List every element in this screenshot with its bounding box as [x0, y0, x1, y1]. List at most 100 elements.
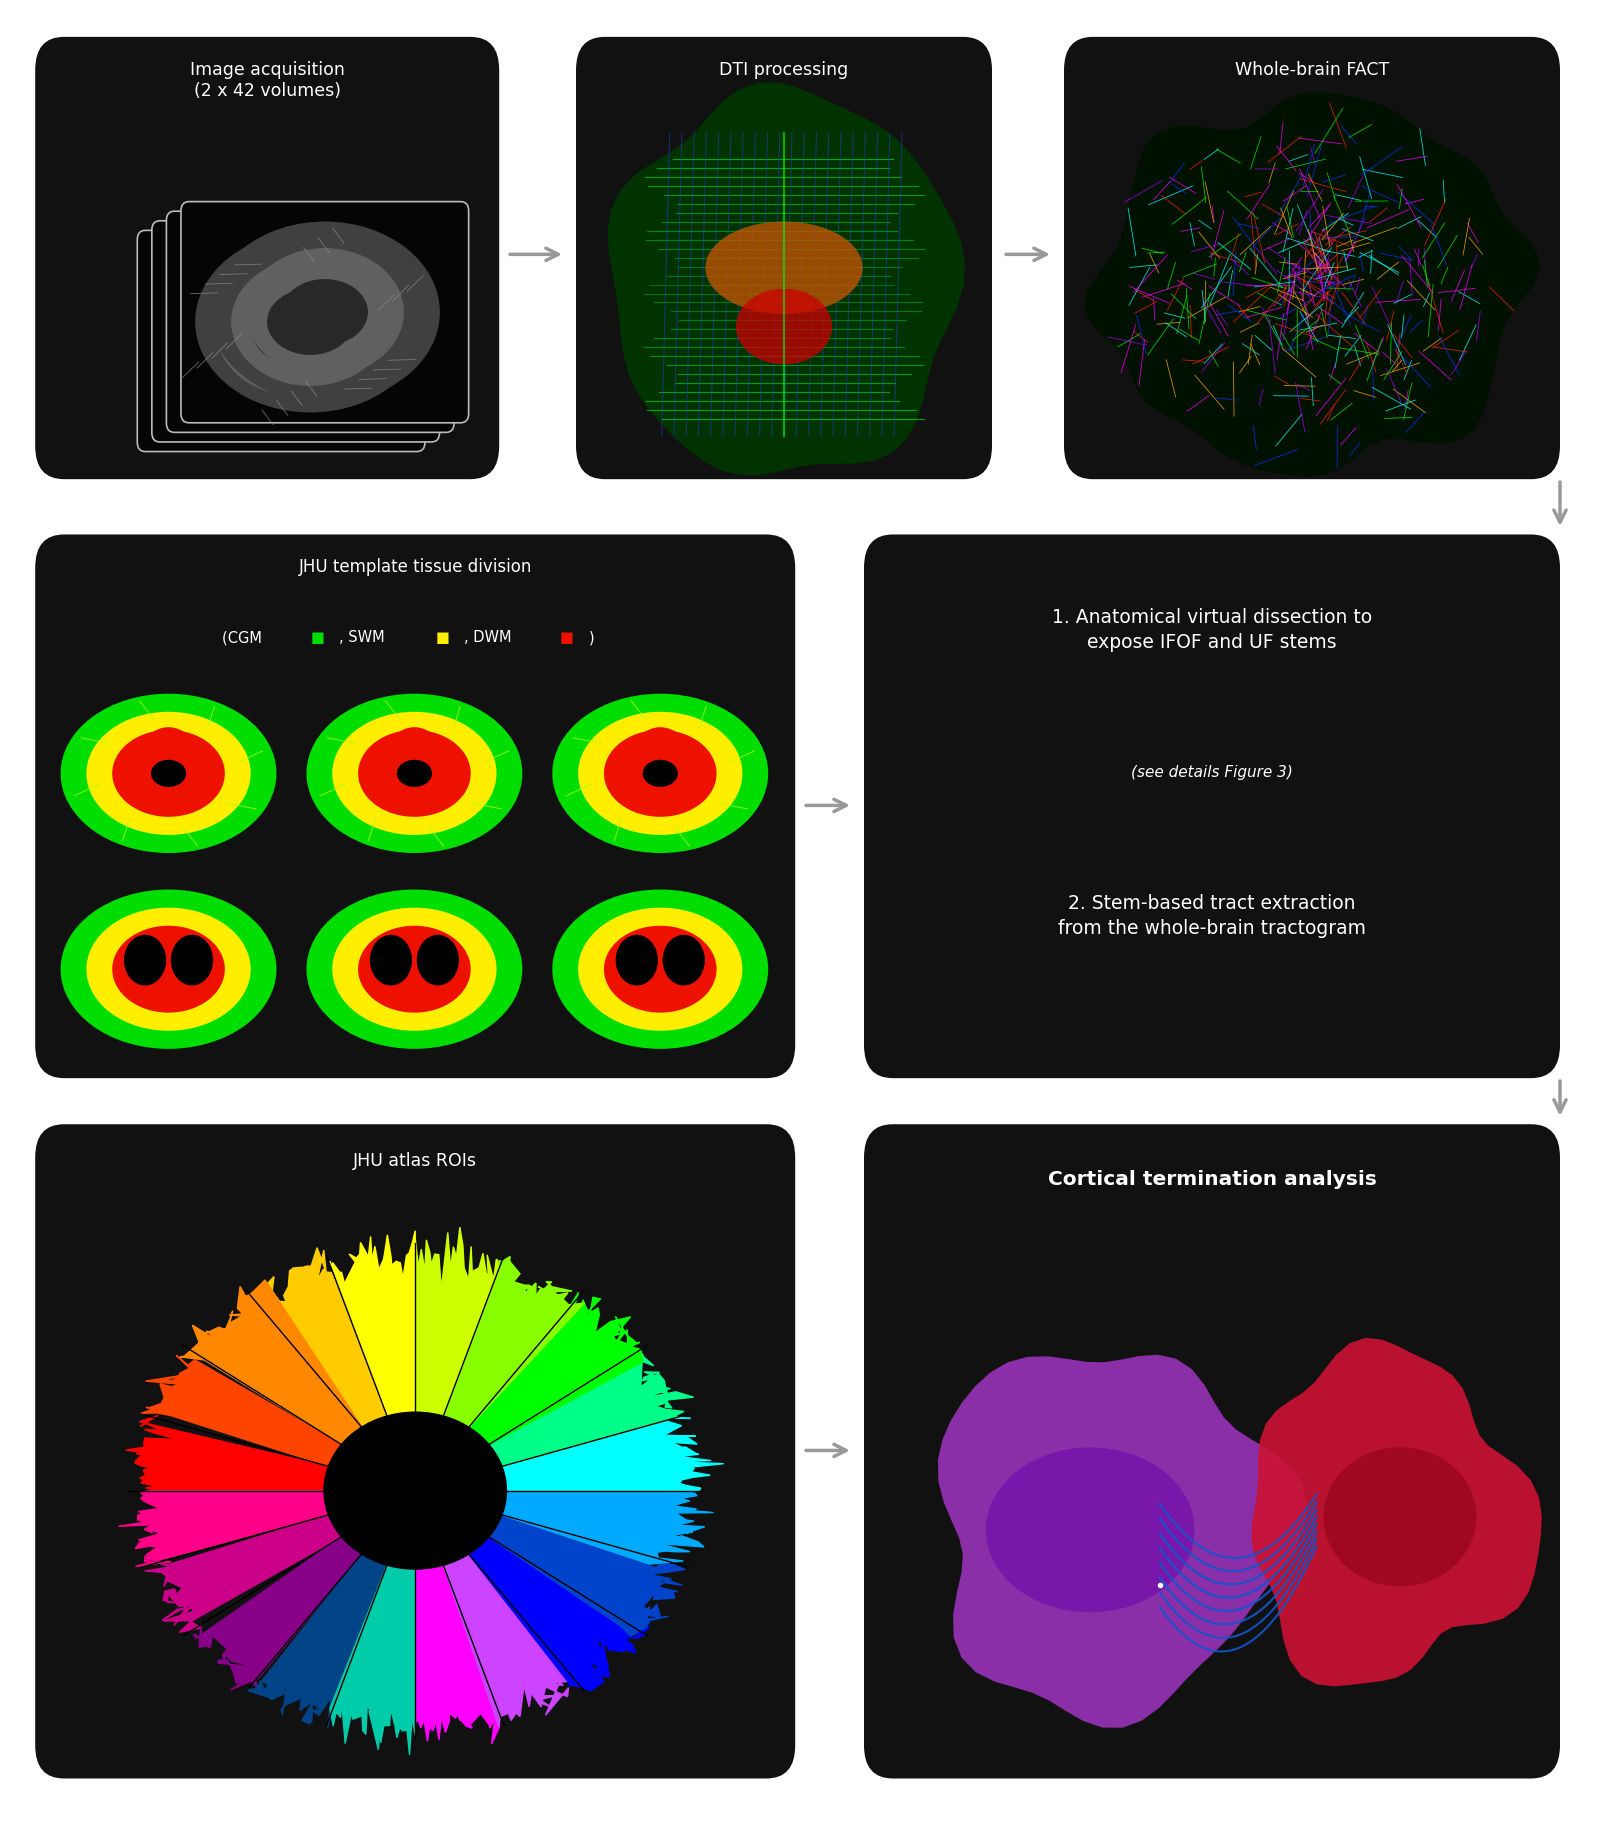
Text: ): )	[589, 630, 595, 645]
Ellipse shape	[171, 934, 213, 986]
Text: JHU template tissue division: JHU template tissue division	[299, 558, 531, 577]
Ellipse shape	[662, 934, 706, 986]
Text: 1. Anatomical virtual dissection to
expose IFOF and UF stems: 1. Anatomical virtual dissection to expo…	[1051, 608, 1373, 652]
Polygon shape	[486, 1513, 685, 1637]
Ellipse shape	[230, 258, 389, 385]
FancyBboxPatch shape	[181, 201, 469, 422]
Polygon shape	[499, 1491, 714, 1565]
Ellipse shape	[61, 890, 277, 1049]
Ellipse shape	[238, 308, 325, 374]
Ellipse shape	[86, 711, 251, 835]
Polygon shape	[467, 1292, 643, 1447]
FancyBboxPatch shape	[166, 212, 454, 433]
Ellipse shape	[123, 934, 166, 986]
Ellipse shape	[216, 267, 374, 396]
Polygon shape	[126, 1415, 331, 1491]
FancyBboxPatch shape	[864, 1124, 1560, 1778]
Polygon shape	[1251, 1338, 1542, 1686]
Polygon shape	[251, 1248, 389, 1430]
Ellipse shape	[253, 299, 339, 365]
Text: ■: ■	[435, 630, 450, 645]
Ellipse shape	[1323, 1447, 1477, 1587]
Ellipse shape	[416, 934, 459, 986]
Ellipse shape	[139, 728, 198, 791]
Ellipse shape	[616, 934, 658, 986]
Ellipse shape	[333, 907, 496, 1030]
Polygon shape	[118, 1491, 331, 1567]
Polygon shape	[442, 1552, 576, 1727]
FancyBboxPatch shape	[864, 534, 1560, 1078]
Text: Whole-brain FACT: Whole-brain FACT	[1235, 61, 1389, 79]
Polygon shape	[194, 1535, 363, 1690]
Polygon shape	[416, 1563, 502, 1743]
Ellipse shape	[358, 925, 470, 1012]
Ellipse shape	[307, 693, 522, 853]
Ellipse shape	[386, 728, 443, 791]
Text: , SWM: , SWM	[339, 630, 389, 645]
Ellipse shape	[202, 276, 360, 405]
Ellipse shape	[150, 759, 186, 787]
Text: (CGM: (CGM	[222, 630, 267, 645]
Text: DTI processing: DTI processing	[720, 61, 848, 79]
Polygon shape	[330, 1231, 416, 1419]
Polygon shape	[416, 1227, 499, 1419]
Ellipse shape	[112, 730, 226, 816]
Ellipse shape	[323, 1412, 507, 1570]
Ellipse shape	[120, 934, 218, 1004]
Ellipse shape	[112, 925, 226, 1012]
Polygon shape	[486, 1353, 693, 1467]
Polygon shape	[245, 1552, 389, 1729]
Ellipse shape	[333, 711, 496, 835]
Polygon shape	[141, 1355, 344, 1467]
Polygon shape	[330, 1563, 416, 1755]
FancyBboxPatch shape	[35, 37, 499, 479]
Ellipse shape	[578, 907, 742, 1030]
Ellipse shape	[611, 934, 709, 1004]
Ellipse shape	[195, 230, 426, 413]
Polygon shape	[938, 1355, 1307, 1727]
FancyBboxPatch shape	[35, 534, 795, 1078]
Text: ■: ■	[560, 630, 574, 645]
Polygon shape	[499, 1417, 723, 1491]
Ellipse shape	[307, 890, 522, 1049]
FancyBboxPatch shape	[35, 1124, 795, 1778]
Ellipse shape	[246, 249, 403, 376]
Text: 2. Stem-based tract extraction
from the whole-brain tractogram: 2. Stem-based tract extraction from the …	[1058, 894, 1366, 938]
Ellipse shape	[706, 221, 862, 313]
Ellipse shape	[181, 241, 411, 422]
Ellipse shape	[986, 1447, 1195, 1613]
Ellipse shape	[603, 730, 717, 816]
Text: JHU atlas ROIs: JHU atlas ROIs	[354, 1152, 477, 1170]
Text: (see details Figure 3): (see details Figure 3)	[1131, 765, 1293, 780]
Polygon shape	[608, 83, 965, 475]
FancyBboxPatch shape	[152, 221, 440, 442]
Polygon shape	[467, 1535, 650, 1690]
Ellipse shape	[61, 693, 277, 853]
Ellipse shape	[370, 934, 413, 986]
Ellipse shape	[643, 759, 678, 787]
FancyBboxPatch shape	[138, 230, 426, 452]
Text: , DWM: , DWM	[464, 630, 517, 645]
Polygon shape	[144, 1513, 344, 1633]
Ellipse shape	[578, 711, 742, 835]
Ellipse shape	[365, 934, 464, 1004]
Ellipse shape	[736, 289, 832, 365]
Polygon shape	[179, 1281, 363, 1447]
Text: Cortical termination analysis: Cortical termination analysis	[1048, 1170, 1376, 1189]
Ellipse shape	[397, 759, 432, 787]
Ellipse shape	[552, 890, 768, 1049]
Ellipse shape	[166, 251, 397, 431]
Ellipse shape	[86, 907, 251, 1030]
Ellipse shape	[358, 730, 470, 816]
Text: ■: ■	[310, 630, 325, 645]
FancyBboxPatch shape	[576, 37, 992, 479]
Text: Image acquisition
(2 x 42 volumes): Image acquisition (2 x 42 volumes)	[190, 61, 344, 100]
Ellipse shape	[282, 278, 368, 345]
Polygon shape	[1085, 92, 1539, 477]
FancyBboxPatch shape	[1064, 37, 1560, 479]
Ellipse shape	[210, 221, 440, 404]
Ellipse shape	[267, 289, 354, 356]
Ellipse shape	[630, 728, 690, 791]
Ellipse shape	[552, 693, 768, 853]
Polygon shape	[442, 1257, 584, 1430]
